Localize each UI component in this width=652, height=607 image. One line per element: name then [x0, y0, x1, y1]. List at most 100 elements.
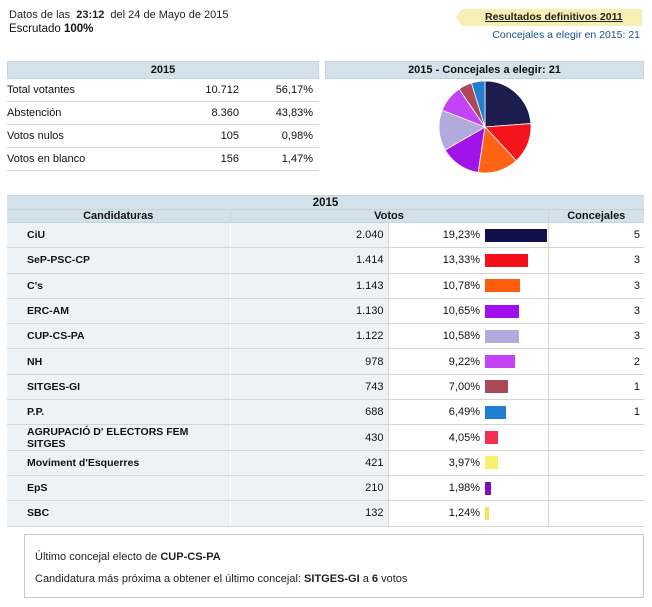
party-row: P.P. 688 6,49% 1: [7, 399, 645, 426]
party-percent: 10,65%: [387, 298, 484, 325]
party-vote-bar: [485, 228, 547, 242]
party-seats: 1: [547, 374, 645, 401]
closest-votes: 6: [371, 573, 379, 585]
summary-label: Abstención: [7, 107, 62, 119]
party-name: C's: [7, 273, 230, 299]
party-bar-cell: [484, 500, 548, 527]
party-vote-bar: [485, 380, 508, 394]
datos-prefix: Datos de las: [9, 9, 71, 21]
party-bar-cell: [484, 374, 548, 401]
closest-party-line: Candidatura más próxima a obtener el últ…: [35, 573, 407, 585]
party-percent: 13,33%: [387, 247, 484, 274]
party-percent: 3,97%: [387, 450, 484, 476]
summary-label: Total votantes: [7, 84, 75, 96]
escrutado-value: 100%: [63, 23, 94, 35]
results-2011-link[interactable]: Resultados definitivos 2011: [456, 9, 642, 26]
summary-label: Votos nulos: [7, 130, 64, 142]
party-name: P.P.: [7, 399, 230, 426]
party-name: ERC-AM: [7, 298, 230, 325]
party-bar-cell: [484, 475, 548, 502]
party-bar-cell: [484, 247, 548, 274]
party-seats: 1: [547, 399, 645, 426]
summary-percent: 0,98%: [281, 130, 313, 142]
closest-party: SITGES-GI: [304, 573, 360, 585]
results-title-row: 2015: [7, 195, 645, 210]
summary-table: 2015 Total votantes 10.712 56,17% Absten…: [7, 61, 319, 171]
results-table: 2015 Candidaturas Votos Concejales CiU 2.…: [7, 195, 645, 527]
party-votes: 1.122: [229, 323, 388, 350]
party-votes: 1.143: [229, 273, 388, 299]
seat-pie-panel: 2015 - Concejales a elegir: 21: [325, 61, 644, 174]
party-vote-bar: [485, 481, 491, 495]
party-vote-bar: [485, 253, 528, 267]
party-vote-bar: [485, 355, 515, 369]
party-name: SBC: [7, 500, 230, 527]
party-seats: 3: [547, 298, 645, 325]
party-vote-bar: [485, 279, 520, 293]
pie-title: 2015 - Concejales a elegir: 21: [325, 61, 644, 79]
party-bar-cell: [484, 399, 548, 426]
party-name: AGRUPACIÓ D' ELECTORS FEM SITGES: [7, 424, 230, 451]
party-bar-cell: [484, 450, 548, 476]
party-vote-bar: [485, 329, 519, 343]
last-elected-party: CUP-CS-PA: [160, 551, 221, 563]
party-percent: 10,58%: [387, 323, 484, 350]
party-row: CUP-CS-PA 1.122 10,58% 3: [7, 323, 645, 350]
escrutado-label: Escrutado: [9, 23, 61, 35]
summary-number: 105: [220, 130, 239, 142]
escrutado-line: Escrutado 100%: [9, 22, 228, 36]
party-vote-bar: [485, 506, 489, 520]
results-header-row: Candidaturas Votos Concejales: [7, 209, 645, 223]
party-bar-cell: [484, 222, 548, 249]
summary-number: 8.360: [211, 107, 239, 119]
party-seats: [547, 500, 645, 527]
party-name: NH: [7, 348, 230, 375]
party-seats: 5: [547, 222, 645, 249]
party-percent: 1,24%: [387, 500, 484, 527]
party-vote-bar: [485, 456, 498, 470]
party-votes: 1.130: [229, 298, 388, 325]
party-seats: 3: [547, 273, 645, 299]
party-votes: 421: [229, 450, 388, 476]
party-row: CiU 2.040 19,23% 5: [7, 222, 645, 249]
party-votes: 1.414: [229, 247, 388, 274]
last-seat-info: Último concejal electo de CUP-CS-PA Cand…: [24, 534, 644, 598]
results-2011-label[interactable]: Resultados definitivos 2011: [485, 11, 623, 23]
party-name: SITGES-GI: [7, 374, 230, 401]
party-row: SeP-PSC-CP 1.414 13,33% 3: [7, 247, 645, 274]
last-elected-line: Último concejal electo de CUP-CS-PA: [35, 551, 221, 563]
party-votes: 132: [229, 500, 388, 527]
closest-suffix: votos: [381, 573, 408, 585]
party-percent: 1,98%: [387, 475, 484, 502]
col-concejales: Concejales: [547, 209, 645, 223]
closest-prefix: Candidatura más próxima a obtener el últ…: [35, 573, 301, 585]
party-seats: 3: [547, 247, 645, 274]
summary-row: Total votantes 10.712 56,17%: [7, 79, 319, 102]
seat-pie-chart: [438, 80, 532, 174]
party-row: C's 1.143 10,78% 3: [7, 273, 645, 299]
pie-slice: [470, 80, 486, 128]
party-seats: 3: [547, 323, 645, 350]
summary-row: Votos en blanco 156 1,47%: [7, 148, 319, 171]
party-bar-cell: [484, 323, 548, 350]
party-seats: [547, 424, 645, 451]
party-name: CUP-CS-PA: [7, 323, 230, 350]
party-bar-cell: [484, 298, 548, 325]
party-bar-cell: [484, 348, 548, 375]
party-bar-cell: [484, 273, 548, 299]
party-name: SeP-PSC-CP: [7, 247, 230, 274]
summary-label: Votos en blanco: [7, 153, 86, 165]
party-votes: 2.040: [229, 222, 388, 249]
party-percent: 4,05%: [387, 424, 484, 451]
party-row: AGRUPACIÓ D' ELECTORS FEM SITGES 430 4,05%: [7, 424, 645, 451]
party-votes: 210: [229, 475, 388, 502]
party-row: SITGES-GI 743 7,00% 1: [7, 374, 645, 401]
party-percent: 6,49%: [387, 399, 484, 426]
summary-row: Abstención 8.360 43,83%: [7, 102, 319, 125]
party-rows: CiU 2.040 19,23% 5 SeP-PSC-CP 1.414 13,33% 3 C's…: [7, 222, 645, 527]
summary-title: 2015: [7, 61, 319, 79]
party-votes: 978: [229, 348, 388, 375]
party-seats: [547, 475, 645, 502]
party-percent: 7,00%: [387, 374, 484, 401]
summary-number: 156: [220, 153, 239, 165]
